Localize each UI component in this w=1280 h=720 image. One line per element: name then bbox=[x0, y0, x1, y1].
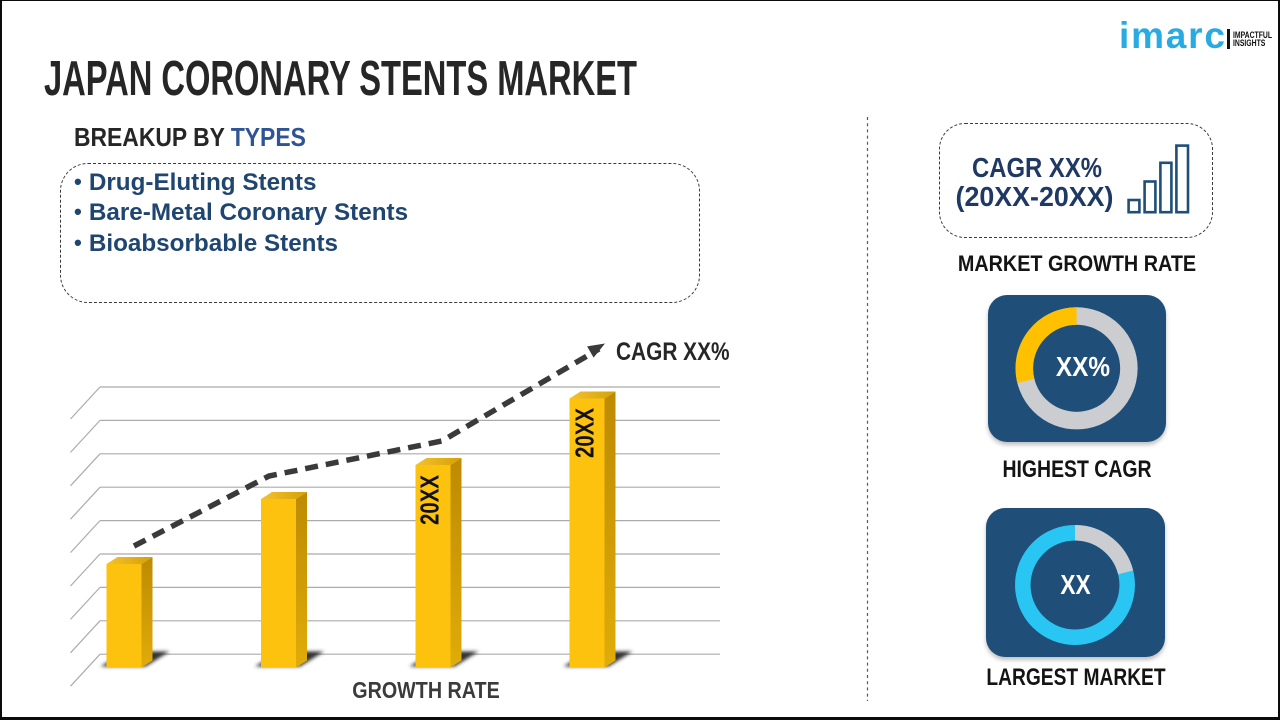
svg-text:20XX: 20XX bbox=[572, 408, 600, 458]
svg-text:20XX: 20XX bbox=[417, 475, 445, 525]
